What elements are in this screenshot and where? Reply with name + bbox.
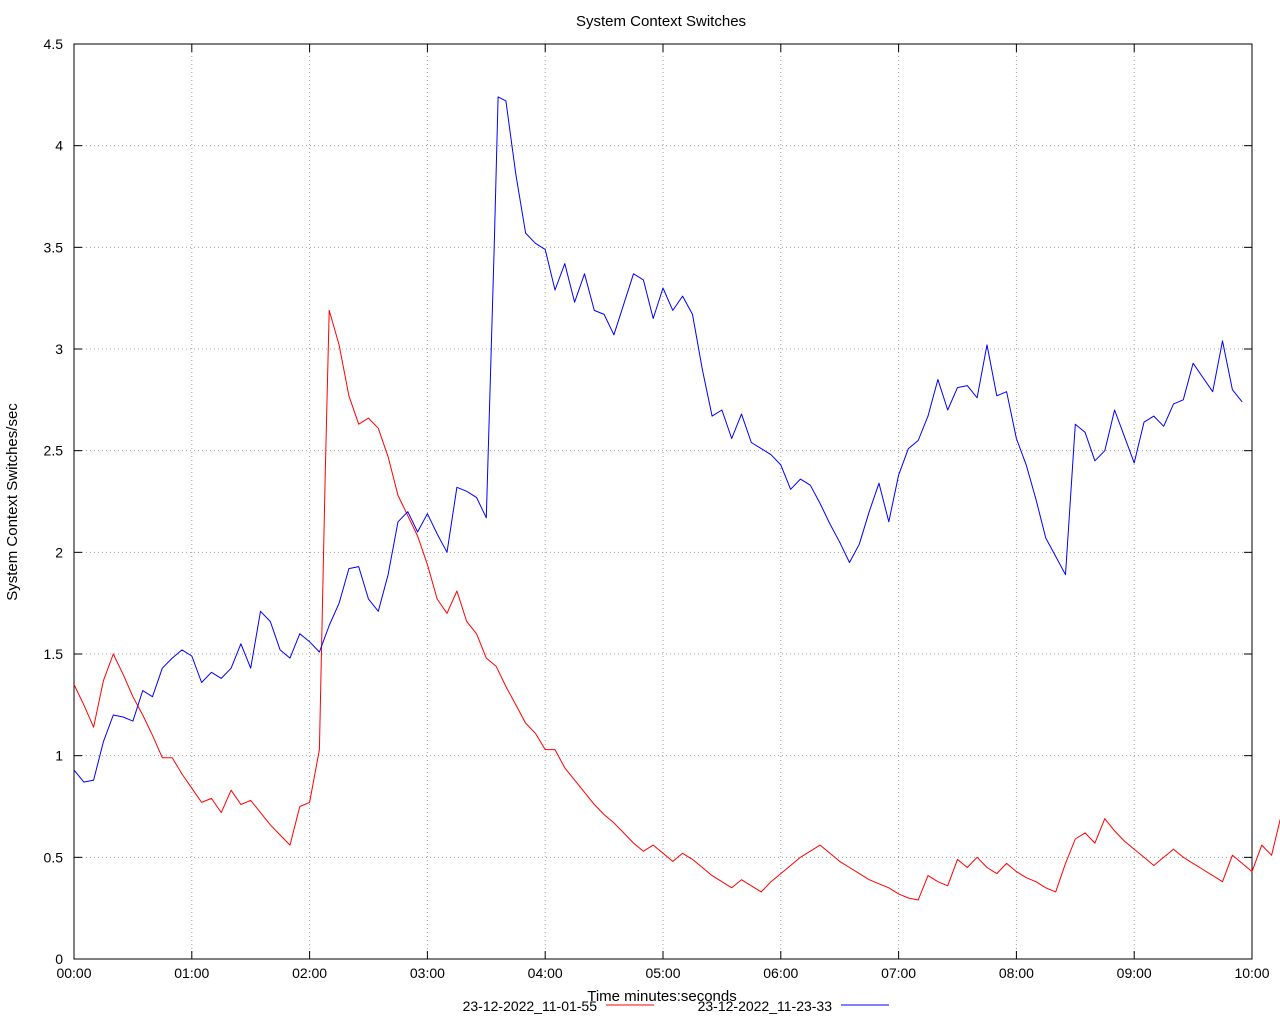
axis-ticks (73, 43, 1253, 960)
x-tick-labels: 00:00 01:00 02:00 03:00 04:00 05:00 06:00 07:00… (56, 965, 1269, 981)
y-tick-labels: 0 0.5 1 1.5 2 2.5 3 3.5 4 4.5 (44, 36, 64, 967)
x-tick-label: 08:00 (999, 965, 1034, 981)
y-tick-label: 4 (55, 138, 63, 154)
y-tick-label: 4.5 (44, 36, 64, 52)
series-line-2 (73, 96, 1243, 783)
x-tick-label: 05:00 (645, 965, 680, 981)
y-tick-label: 0.5 (44, 849, 64, 865)
y-tick-label: 0 (55, 951, 63, 967)
x-tick-label: 10:00 (1234, 965, 1269, 981)
x-tick-label: 07:00 (881, 965, 916, 981)
y-axis-label: System Context Switches/sec (4, 403, 21, 601)
series-lines (73, 96, 1280, 901)
x-tick-label: 00:00 (56, 965, 91, 981)
plot-frame (73, 43, 1253, 960)
x-tick-label: 06:00 (763, 965, 798, 981)
legend-label-series-2: 23-12-2022_11-23-33 (698, 998, 833, 1014)
y-tick-label: 3 (55, 341, 63, 357)
series-line-1 (73, 309, 1280, 901)
x-tick-label: 04:00 (528, 965, 563, 981)
x-tick-label: 03:00 (410, 965, 445, 981)
legend: 23-12-2022_11-01-55 23-12-2022_11-23-33 (463, 998, 889, 1014)
x-tick-label: 09:00 (1117, 965, 1152, 981)
x-tick-label: 02:00 (292, 965, 327, 981)
grid (74, 44, 1252, 959)
y-tick-label: 2.5 (44, 443, 64, 459)
y-tick-label: 1.5 (44, 646, 64, 662)
y-tick-label: 3.5 (44, 239, 64, 255)
y-tick-label: 2 (55, 544, 63, 560)
x-tick-label: 01:00 (174, 965, 209, 981)
y-tick-label: 1 (55, 748, 63, 764)
x-axis-label: Time minutes:seconds (587, 988, 737, 1005)
chart-title: System Context Switches (576, 13, 746, 30)
legend-label-series-1: 23-12-2022_11-01-55 (463, 998, 598, 1014)
